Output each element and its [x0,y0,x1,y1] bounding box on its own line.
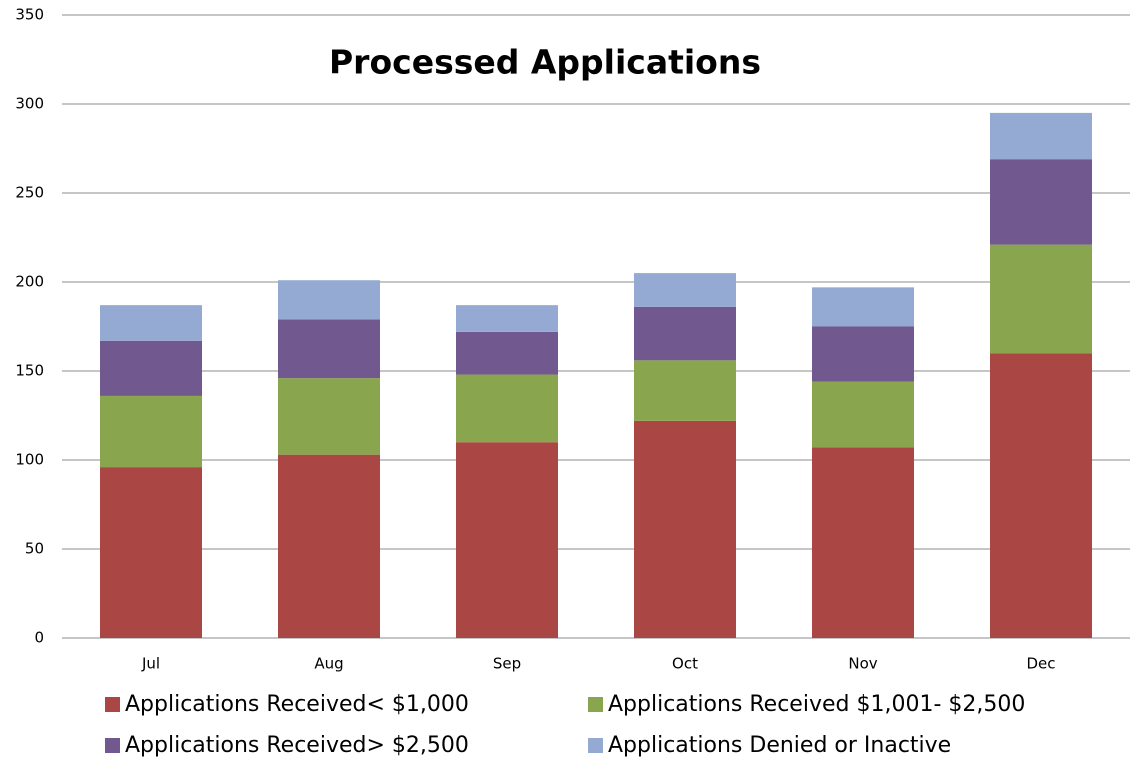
legend-label: Applications Denied or Inactive [608,733,951,758]
bar-segment [812,326,914,382]
bar-segment [990,353,1092,638]
bar-segment [100,395,202,468]
y-tick-label: 0 [34,629,44,647]
bar-segment [634,306,736,361]
x-tick-label: Oct [672,655,698,673]
y-tick-label: 350 [15,6,44,24]
legend-label: Applications Received $1,001- $2,500 [608,692,1025,717]
bar-segment [990,244,1092,354]
y-tick-label: 250 [15,184,44,202]
bar-segment [634,273,736,307]
bar-segment [634,420,736,638]
x-tick-label: Dec [1026,655,1055,673]
x-tick-label: Jul [141,655,160,673]
bar-segment [278,378,380,455]
legend-swatch [105,697,120,712]
bar-segment [456,374,558,443]
bar-segment [990,112,1092,160]
bar-segment [100,305,202,341]
y-tick-label: 150 [15,362,44,380]
x-tick-label: Aug [314,655,343,673]
bar-segment [812,287,914,327]
y-tick-label: 100 [15,451,44,469]
legend-swatch [105,738,120,753]
bar-segment [812,381,914,448]
chart-title: Processed Applications [329,43,761,82]
y-tick-label: 300 [15,95,44,113]
bar-segment [278,454,380,638]
bar-segment [100,467,202,638]
bar-segment [812,447,914,638]
bar-segment [990,159,1092,245]
bar-segment [634,360,736,421]
x-tick-label: Nov [848,655,877,673]
bar-segment [100,340,202,396]
bar-segment [456,442,558,638]
y-tick-label: 50 [25,540,44,558]
bar-segment [456,331,558,375]
legend-label: Applications Received< $1,000 [125,692,469,717]
y-tick-label: 200 [15,273,44,291]
bar-segment [278,280,380,320]
bar-segment [456,305,558,332]
x-tick-label: Sep [493,655,521,673]
legend-label: Applications Received> $2,500 [125,733,469,758]
legend-swatch [588,697,603,712]
legend-swatch [588,738,603,753]
bar-segment [278,319,380,379]
